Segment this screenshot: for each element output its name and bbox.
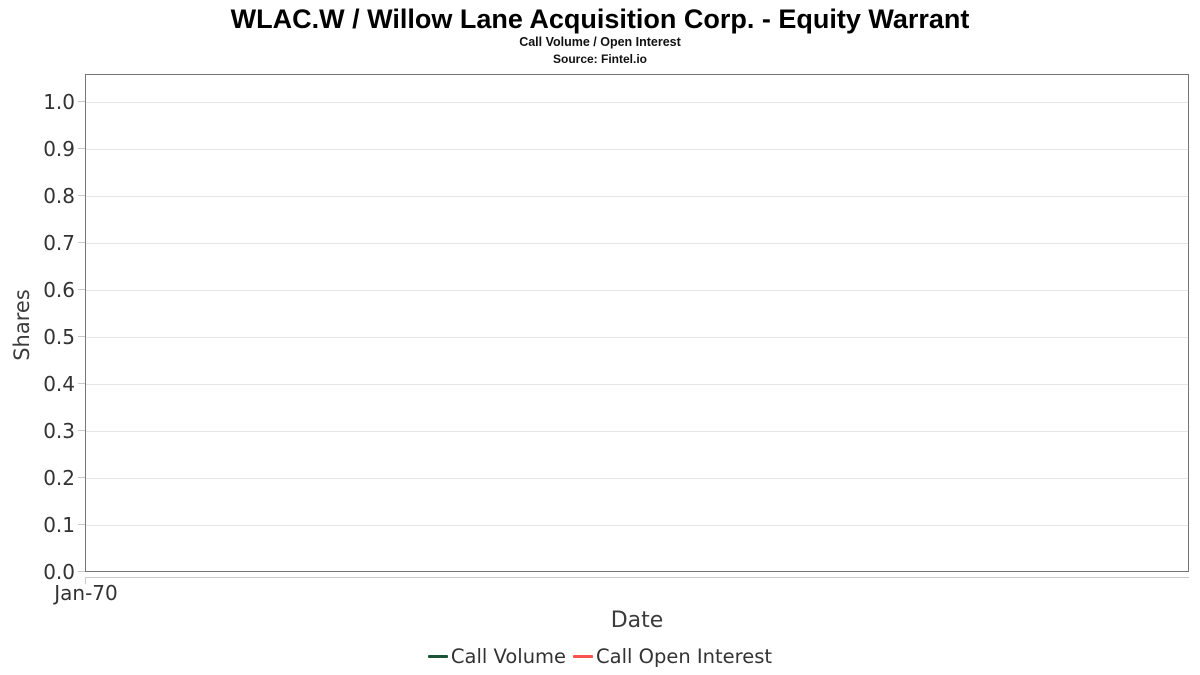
y-tick-mark xyxy=(78,477,85,478)
y-tick-label: 0.5 xyxy=(43,325,75,349)
y-tick-label: 0.1 xyxy=(43,513,75,537)
y-tick-label: 0.8 xyxy=(43,184,75,208)
call-volume-line-swatch-icon xyxy=(427,655,448,658)
gridline xyxy=(86,149,1188,150)
gridline xyxy=(86,337,1188,338)
y-tick-mark xyxy=(78,571,85,572)
chart-title: WLAC.W / Willow Lane Acquisition Corp. -… xyxy=(230,4,970,34)
chart-source: Source: Fintel.io xyxy=(552,52,647,66)
gridline xyxy=(86,384,1188,385)
y-tick-mark xyxy=(78,430,85,431)
gridline xyxy=(86,431,1188,432)
y-tick-mark xyxy=(78,289,85,290)
x-axis-label: Date xyxy=(610,608,664,633)
y-tick-label: 0.2 xyxy=(43,466,75,490)
gridline xyxy=(86,478,1188,479)
y-tick-mark xyxy=(78,195,85,196)
legend-item-call-open-interest[interactable]: Call Open Interest xyxy=(573,645,772,668)
gridline xyxy=(86,525,1188,526)
plot-area xyxy=(85,74,1189,572)
legend-label-call-open-interest: Call Open Interest xyxy=(596,645,773,668)
gridline xyxy=(86,243,1188,244)
x-axis-line xyxy=(85,577,1189,578)
call-open-interest-line-swatch-icon xyxy=(573,655,594,658)
y-tick-mark xyxy=(78,148,85,149)
y-tick-mark xyxy=(78,383,85,384)
legend: Call Volume Call Open Interest xyxy=(0,645,1200,668)
gridline xyxy=(86,102,1188,103)
x-tick-mark xyxy=(85,577,86,584)
legend-item-call-volume[interactable]: Call Volume xyxy=(427,645,567,668)
x-tick-label: Jan-70 xyxy=(54,581,118,605)
y-tick-mark xyxy=(78,524,85,525)
y-tick-label: 0.7 xyxy=(43,231,75,255)
y-axis-label: Shares xyxy=(10,289,34,361)
y-tick-label: 0.9 xyxy=(43,137,75,161)
y-tick-label: 0.6 xyxy=(43,278,75,302)
chart-subtitle: Call Volume / Open Interest xyxy=(519,35,681,49)
y-tick-mark xyxy=(78,242,85,243)
y-tick-mark xyxy=(78,101,85,102)
y-tick-label: 1.0 xyxy=(43,90,75,114)
gridline xyxy=(86,290,1188,291)
y-tick-label: 0.0 xyxy=(43,560,75,584)
y-tick-label: 0.3 xyxy=(43,419,75,443)
y-tick-label: 0.4 xyxy=(43,372,75,396)
legend-label-call-volume: Call Volume xyxy=(450,645,567,668)
y-tick-mark xyxy=(78,336,85,337)
gridline xyxy=(86,196,1188,197)
